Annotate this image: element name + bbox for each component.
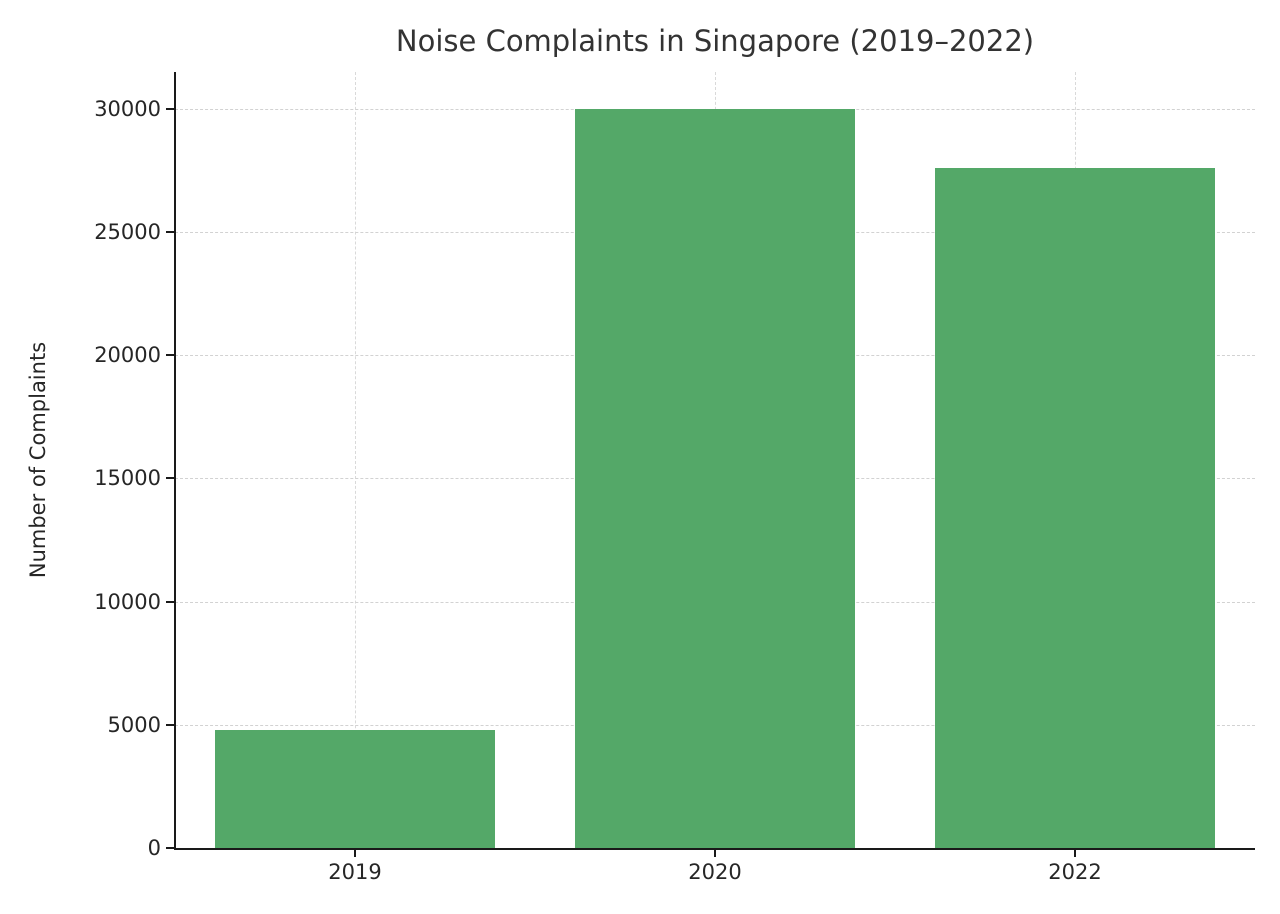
x-tick-label: 2019 (328, 860, 382, 884)
y-tick-label: 15000 (94, 466, 161, 491)
y-tick-label: 0 (147, 836, 161, 860)
y-tick-label: 25000 (94, 220, 161, 245)
y-tick-label: 5000 (107, 712, 161, 737)
x-tick-label: 2022 (1048, 860, 1102, 884)
y-axis-label: Number of Complaints (26, 341, 50, 579)
x-tick-mark (714, 848, 716, 857)
y-tick-mark (166, 847, 175, 849)
bar-2019 (214, 729, 496, 848)
y-tick-label: 20000 (94, 343, 161, 368)
bar-2022 (934, 168, 1216, 848)
y-tick-label: 10000 (94, 589, 161, 614)
bar-2020 (574, 108, 856, 848)
x-tick-label: 2020 (688, 860, 742, 884)
y-tick-mark (166, 231, 175, 234)
y-axis-spine (174, 72, 176, 850)
chart-title: Noise Complaints in Singapore (2019–2022… (395, 24, 1035, 58)
y-tick-mark (166, 477, 175, 480)
y-tick-mark (166, 600, 175, 603)
y-tick-mark (166, 107, 175, 110)
y-tick-mark (166, 354, 175, 357)
x-tick-mark (354, 848, 356, 857)
gridline-vertical (355, 72, 356, 848)
y-tick-mark (166, 723, 175, 726)
x-tick-mark (1074, 848, 1076, 857)
y-tick-label: 30000 (94, 96, 161, 121)
x-axis-spine (174, 848, 1255, 850)
